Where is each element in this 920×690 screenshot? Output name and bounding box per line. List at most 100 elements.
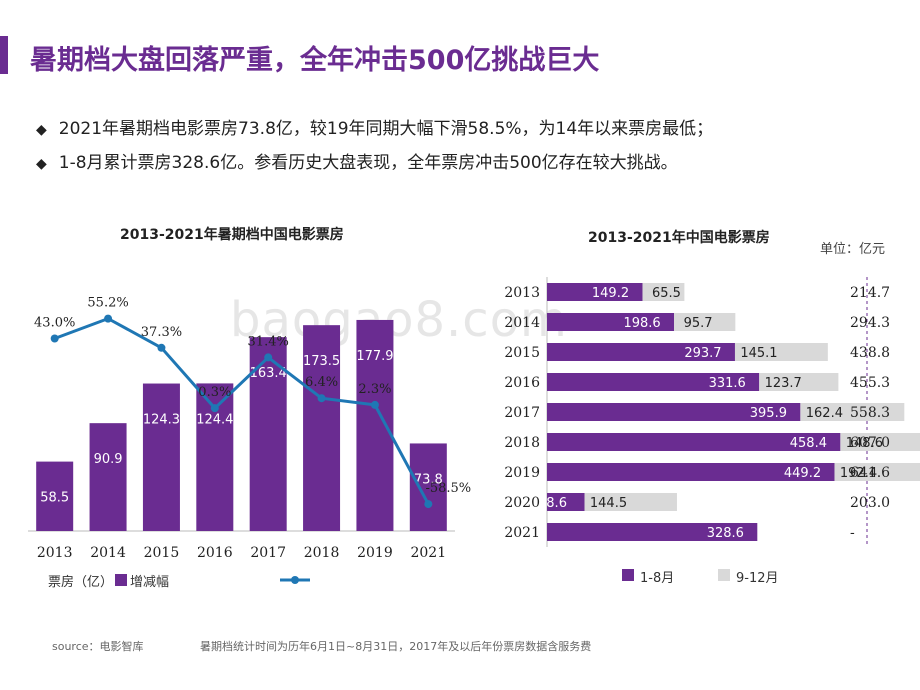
bullet-2: ◆ 1-8月累计票房328.6亿。参看历史大盘表现，全年票房冲击500亿存在较大挑… xyxy=(36,148,678,173)
left-x-tick-2021: 2021 xyxy=(410,545,446,561)
right-y-tick-2021: 2021 xyxy=(504,525,540,541)
left-growth-label-2015: 37.3% xyxy=(141,325,182,340)
right-bar-1-8-2013 xyxy=(547,283,643,301)
left-x-tick-2015: 2015 xyxy=(144,545,180,561)
right-bar-1-8-2014 xyxy=(547,313,675,331)
right-total-2015: 438.8 xyxy=(850,345,890,361)
legend-line-marker xyxy=(291,576,299,584)
legend-bar-swatch xyxy=(115,574,127,586)
right-bar-9-12-2017 xyxy=(800,403,905,421)
right-bar-9-12-2015 xyxy=(734,343,828,361)
right-bar-9-12-2019 xyxy=(834,463,920,481)
left-bar-2018 xyxy=(303,325,341,531)
right-y-tick-2013: 2013 xyxy=(504,285,540,301)
right-y-tick-2014: 2014 xyxy=(504,315,540,331)
right-bar-9-12-label-2020: 144.5 xyxy=(590,496,627,511)
right-bar-9-12-2020 xyxy=(584,493,677,511)
unit-label: 单位：亿元 xyxy=(820,242,886,257)
right-bar-9-12-label-2017: 162.4 xyxy=(806,406,843,421)
left-growth-label-2018: 6.4% xyxy=(305,375,338,390)
left-bar-2015 xyxy=(142,383,180,531)
bullet-1: ◆ 2021年暑期档电影票房73.8亿，较19年同期大幅下滑58.5%，为14年以… xyxy=(36,114,713,139)
footnote: 暑期档统计时间为历年6月1日~8月31日，2017年及以后年份票房数据含服务费 xyxy=(200,640,592,653)
left-growth-point-2018 xyxy=(317,394,326,403)
right-bar-1-8-2019 xyxy=(547,463,835,481)
right-bar-9-12-2014 xyxy=(674,313,736,331)
left-growth-point-2017 xyxy=(264,353,273,362)
right-bar-1-8-2021 xyxy=(547,523,758,541)
right-total-2019: 641.6 xyxy=(850,465,890,481)
legend-line-label: 增减幅 xyxy=(130,575,170,590)
right-bar-9-12-label-2013: 65.5 xyxy=(652,286,681,301)
legend-9-12-label: 9-12月 xyxy=(736,571,779,586)
right-bar-1-8-label-2020: 58.6 xyxy=(538,496,567,511)
left-growth-point-2019 xyxy=(370,400,379,409)
right-bar-1-8-label-2017: 395.9 xyxy=(750,406,787,421)
diamond-bullet-icon: ◆ xyxy=(36,156,47,172)
left-bar-label-2021: 73.8 xyxy=(414,472,443,487)
legend-bar-label: 票房（亿） xyxy=(48,575,114,590)
right-total-2016: 455.3 xyxy=(850,375,890,391)
legend-1-8-swatch xyxy=(622,569,634,581)
left-bar-2013 xyxy=(36,461,74,531)
left-x-tick-2013: 2013 xyxy=(37,545,73,561)
right-bar-1-8-label-2015: 293.7 xyxy=(684,346,721,361)
right-chart-title: 2013-2021年中国电影票房 xyxy=(588,230,770,246)
right-bar-9-12-label-2016: 123.7 xyxy=(765,376,802,391)
left-growth-point-2016 xyxy=(210,404,219,413)
right-y-tick-2017: 2017 xyxy=(504,405,540,421)
right-bar-1-8-2020 xyxy=(547,493,585,511)
right-bar-1-8-label-2014: 198.6 xyxy=(623,316,660,331)
left-x-tick-2018: 2018 xyxy=(304,545,340,561)
left-x-tick-2014: 2014 xyxy=(90,545,126,561)
left-growth-label-2017: 31.4% xyxy=(248,334,289,349)
left-growth-point-2015 xyxy=(157,343,166,352)
right-bar-1-8-label-2013: 149.2 xyxy=(592,286,629,301)
title-accent-bar xyxy=(0,36,8,74)
left-bar-label-2015: 124.3 xyxy=(143,413,180,428)
left-bar-label-2014: 90.9 xyxy=(94,452,123,467)
right-y-tick-2018: 2018 xyxy=(504,435,540,451)
left-growth-label-2013: 43.0% xyxy=(34,316,75,331)
left-growth-line xyxy=(54,316,430,505)
page-title: 暑期档大盘回落严重，全年冲击500亿挑战巨大 xyxy=(30,45,600,76)
left-bar-2021 xyxy=(409,443,447,531)
source-note: source：电影智库 xyxy=(52,640,144,653)
right-y-tick-2015: 2015 xyxy=(504,345,540,361)
left-growth-label-2019: 2.3% xyxy=(358,382,391,397)
left-chart-title: 2013-2021年暑期档中国电影票房 xyxy=(120,227,344,243)
right-y-tick-2020: 2020 xyxy=(504,495,540,511)
right-bar-9-12-2016 xyxy=(759,373,839,391)
legend-1-8-label: 1-8月 xyxy=(640,571,675,586)
left-growth-point-2013 xyxy=(50,334,59,343)
left-bar-label-2018: 173.5 xyxy=(303,354,340,369)
right-bar-1-8-2017 xyxy=(547,403,801,421)
left-bar-label-2017: 163.4 xyxy=(250,366,287,381)
diamond-bullet-icon: ◆ xyxy=(36,122,47,138)
right-bar-1-8-label-2019: 449.2 xyxy=(784,466,821,481)
right-bar-1-8-2015 xyxy=(547,343,735,361)
left-bar-label-2019: 177.9 xyxy=(356,349,393,364)
left-growth-label-2014: 55.2% xyxy=(87,296,128,311)
left-growth-label-2016: 0.3% xyxy=(198,385,231,400)
bullet-2-text: 1-8月累计票房328.6亿。参看历史大盘表现，全年票房冲击500亿存在较大挑战… xyxy=(58,153,678,173)
left-growth-point-2021 xyxy=(424,500,433,509)
right-y-tick-2019: 2019 xyxy=(504,465,540,481)
right-bar-1-8-2018 xyxy=(547,433,841,451)
right-total-2017: 558.3 xyxy=(850,405,890,421)
right-total-2013: 214.7 xyxy=(850,285,890,301)
left-growth-point-2014 xyxy=(104,314,113,323)
right-bar-9-12-2013 xyxy=(642,283,685,301)
right-bar-9-12-2018 xyxy=(840,433,920,451)
left-bar-label-2016: 124.4 xyxy=(196,412,233,427)
right-bar-9-12-label-2014: 95.7 xyxy=(684,316,713,331)
right-bar-9-12-label-2015: 145.1 xyxy=(740,346,777,361)
right-bar-1-8-label-2021: 328.6 xyxy=(707,526,744,541)
right-total-2014: 294.3 xyxy=(850,315,890,331)
right-y-tick-2016: 2016 xyxy=(504,375,540,391)
left-x-tick-2019: 2019 xyxy=(357,545,393,561)
legend-9-12-swatch xyxy=(718,569,730,581)
right-bar-9-12-label-2019: 192.4 xyxy=(840,466,877,481)
right-total-2021: - xyxy=(850,525,855,541)
left-bar-label-2013: 58.5 xyxy=(40,491,69,506)
